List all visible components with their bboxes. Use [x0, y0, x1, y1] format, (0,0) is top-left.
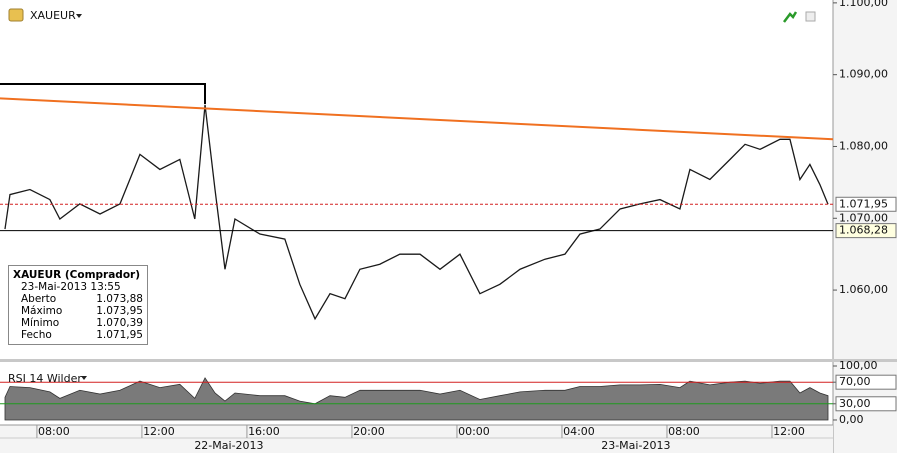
rsi-dropdown[interactable]	[81, 376, 87, 380]
x-tick-label: 12:00	[773, 425, 805, 438]
drawing-box	[0, 83, 206, 104]
info-label: Máximo	[21, 305, 63, 317]
level-label-box	[835, 196, 897, 212]
info-box: XAUEUR (Comprador) 23-Mai-2013 13:55 Abert…	[8, 265, 148, 345]
window-icon[interactable]	[805, 11, 816, 22]
info-value: 1.071,95	[96, 329, 143, 341]
level-label-box	[835, 396, 897, 412]
info-value: 1.073,88	[96, 293, 143, 305]
date-label: 23-Mai-2013	[601, 439, 670, 452]
info-line: Fecho 1.071,95	[13, 329, 143, 341]
info-value: 1.070,39	[96, 317, 143, 329]
x-tick-label: 00:00	[458, 425, 490, 438]
trend-icon[interactable]	[783, 11, 798, 23]
price-line	[4, 104, 829, 321]
pencil-icon[interactable]	[8, 8, 24, 22]
y-tick-label: 1.100,00	[839, 0, 888, 9]
y-tick-label: 1.060,00	[839, 283, 888, 296]
y-tick-label: 1.070,00	[839, 211, 888, 224]
time-axis-bg	[0, 425, 833, 453]
level-label: 30,00	[839, 397, 871, 410]
trend-line	[0, 97, 834, 141]
info-label: Aberto	[21, 293, 57, 305]
info-value: 1.073,95	[96, 305, 143, 317]
level-label: 70,00	[839, 375, 871, 388]
date-label: 22-Mai-2013	[194, 439, 263, 452]
x-tick-label: 20:00	[353, 425, 385, 438]
info-line: 23-Mai-2013 13:55	[21, 281, 121, 293]
x-tick-label: 08:00	[38, 425, 70, 438]
dropdown-arrow[interactable]	[76, 14, 82, 18]
y-tick-label: 1.090,00	[839, 68, 888, 81]
y-tick-label: 100,00	[839, 359, 878, 372]
x-tick-label: 04:00	[563, 425, 595, 438]
info-title: XAUEUR (Comprador)	[13, 269, 141, 281]
y-tick-label: 1.080,00	[839, 139, 888, 152]
info-line: Máximo 1.073,95	[13, 305, 143, 317]
x-tick-label: 12:00	[143, 425, 175, 438]
info-line: Mínimo 1.070,39	[13, 317, 143, 329]
indicator-title: RSI 14 Wilder	[8, 372, 82, 385]
info-label: Fecho	[21, 329, 52, 341]
pane-divider	[0, 359, 897, 362]
x-tick-label: 16:00	[248, 425, 280, 438]
level-label: 1.068,28	[839, 224, 888, 237]
level-label-box	[835, 374, 897, 390]
x-tick-label: 08:00	[668, 425, 700, 438]
level-label: 1.071,95	[839, 197, 888, 210]
symbol[interactable]: XAUEUR	[30, 9, 76, 22]
y-tick-label: 0,00	[839, 413, 864, 426]
level-label-box	[835, 223, 897, 239]
info-label: Mínimo	[21, 317, 60, 329]
info-line: Aberto 1.073,88	[13, 293, 143, 305]
